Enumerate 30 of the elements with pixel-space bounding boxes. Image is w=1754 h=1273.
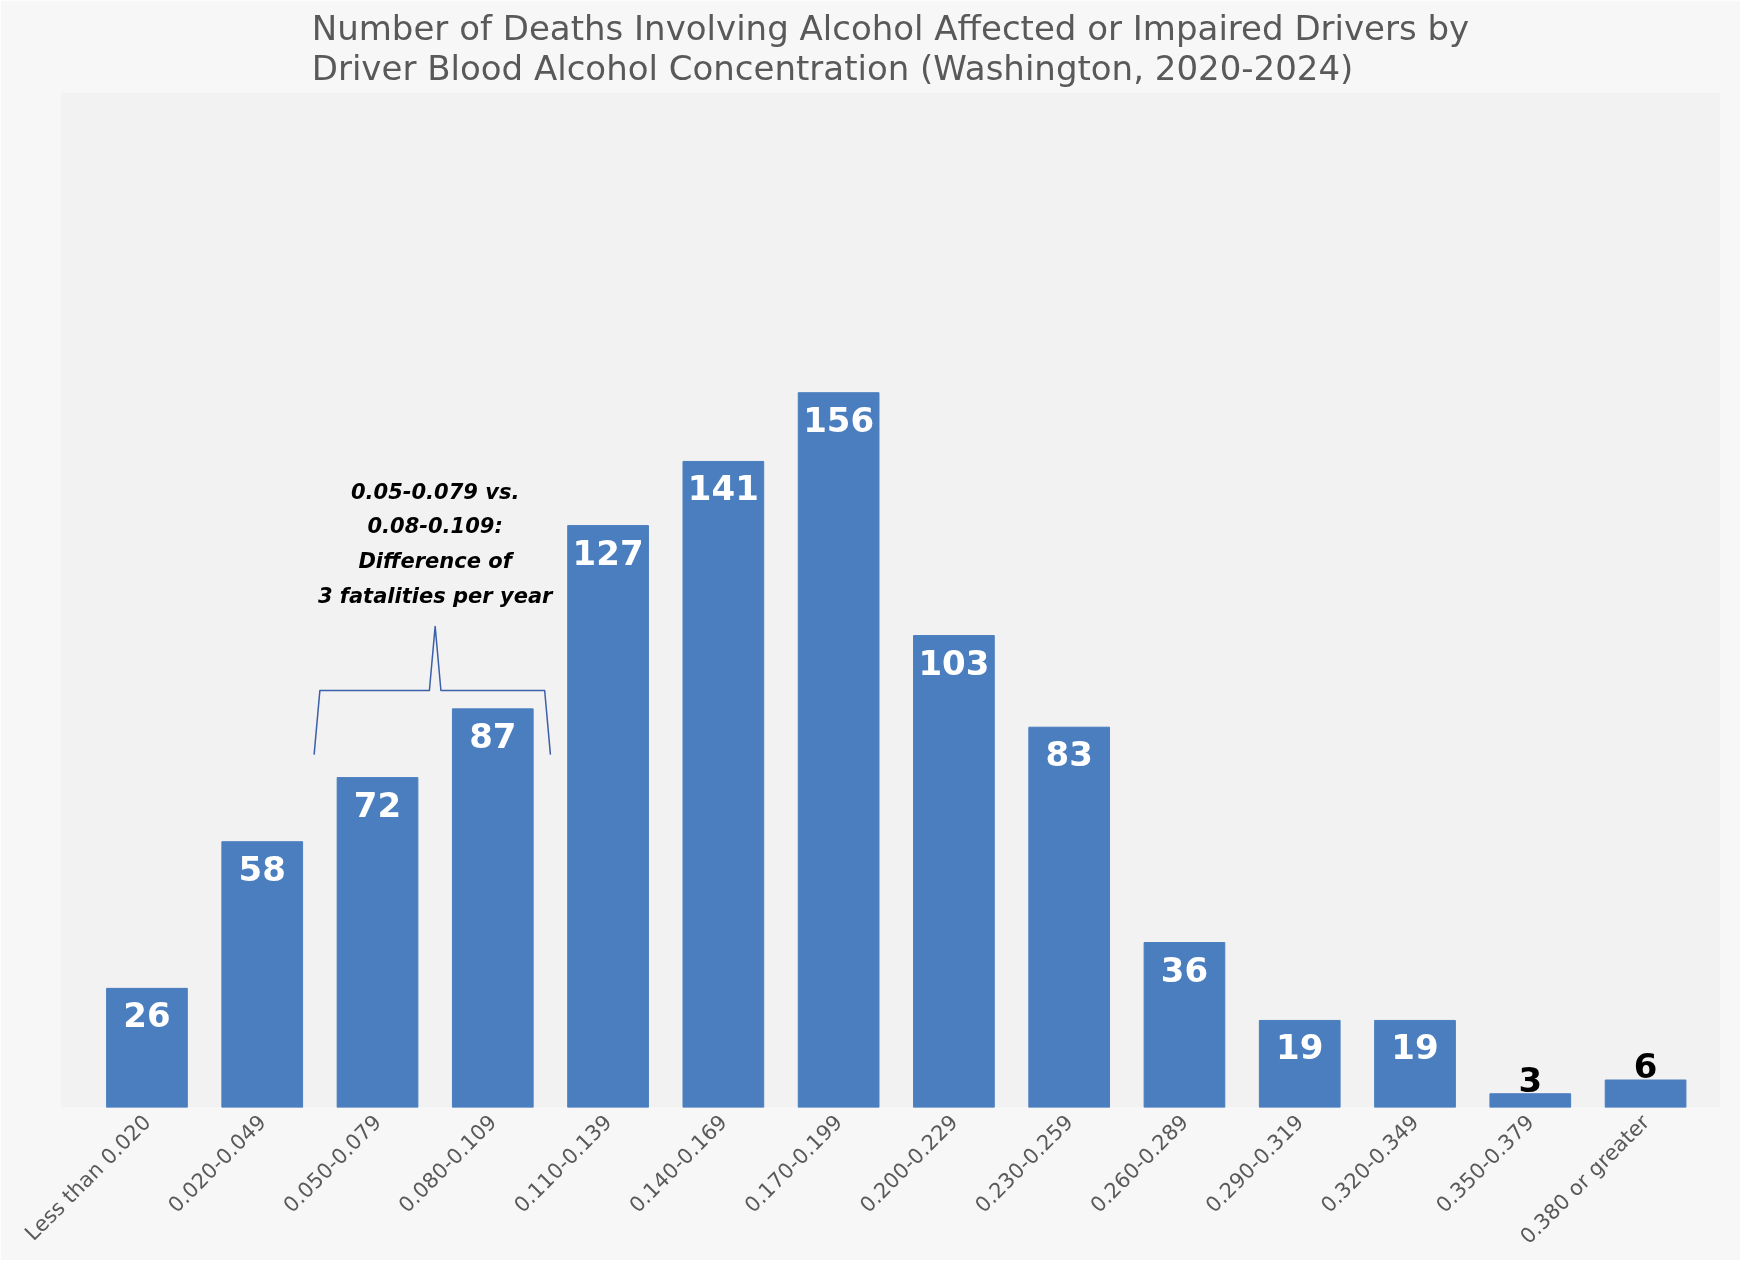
bar [336,777,419,1108]
bar [1143,942,1226,1108]
bar [221,841,304,1108]
data-label: 6 [1633,1046,1658,1087]
bar [797,392,880,1108]
data-label: 83 [1045,734,1093,775]
data-label: 19 [1391,1027,1439,1068]
bar [682,460,765,1108]
bar [1374,1019,1456,1108]
bar [451,708,534,1108]
bar [567,525,649,1108]
bar [106,987,188,1108]
data-label: 141 [687,468,759,509]
bar [1604,1079,1687,1108]
data-label: 87 [469,715,517,756]
data-label: 36 [1160,949,1209,990]
annotation: 0.05-0.079 vs. 0.08-0.109: Difference of 3 fatalities per year [317,479,555,609]
bar [1258,1019,1341,1108]
data-label: 19 [1276,1027,1324,1068]
data-label: 3 [1518,1059,1543,1100]
data-label: 72 [353,784,402,825]
data-label: 26 [123,995,171,1036]
bar [1489,1093,1572,1108]
data-label: 156 [803,399,875,440]
bar [1028,726,1111,1108]
data-label: 127 [572,532,644,573]
bar [913,635,995,1108]
chart-title: Number of Deaths Involving Alcohol Affected or Impaired Drivers by Driver Blood Alcohol Concentration (Washington, 2020-2024) [311,7,1470,88]
data-label: 58 [238,848,286,889]
data-label: 103 [918,642,990,683]
